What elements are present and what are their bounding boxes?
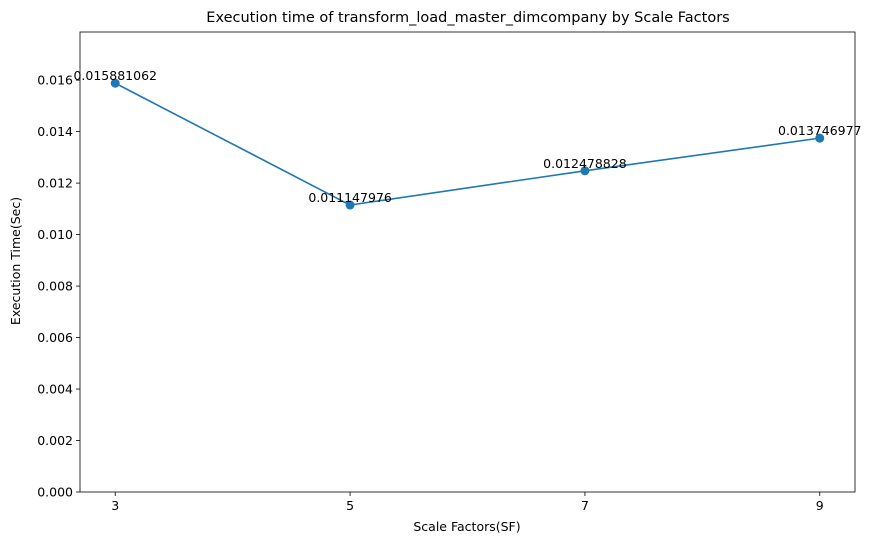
y-tick-label: 0.006 (37, 330, 73, 345)
axes-frame (79, 31, 856, 493)
y-tick-label: 0.010 (37, 227, 73, 242)
chart-title: Execution time of transform_load_master_… (206, 10, 729, 26)
y-tick-label: 0.008 (37, 279, 73, 294)
x-tick-label: 9 (816, 498, 824, 513)
series-line (114, 82, 820, 206)
data-label: 0.012478828 (543, 156, 627, 171)
data-label: 0.015881062 (73, 68, 157, 83)
y-tick-label: 0.014 (37, 124, 73, 139)
data-point (110, 78, 120, 88)
data-point (345, 200, 355, 210)
x-axis-label: Scale Factors(SF) (413, 519, 520, 534)
y-tick-label: 0.002 (37, 433, 73, 448)
y-tick-label: 0.000 (37, 485, 73, 500)
plot-area: 0.000 0.002 0.004 0.006 0.008 0.010 0.012 0.014… (37, 31, 862, 513)
y-tick-label: 0.012 (37, 176, 73, 191)
x-tick-label: 5 (346, 498, 354, 513)
x-tick-label: 7 (581, 498, 589, 513)
y-tick-label: 0.016 (37, 73, 73, 88)
data-label: 0.011147976 (308, 190, 392, 205)
data-point (815, 133, 825, 143)
data-point (580, 166, 590, 176)
x-tick-label: 3 (111, 498, 119, 513)
y-tick-label: 0.004 (37, 382, 73, 397)
y-axis-label: Execution Time(Sec) (8, 197, 23, 325)
data-label: 0.013746977 (778, 123, 862, 138)
